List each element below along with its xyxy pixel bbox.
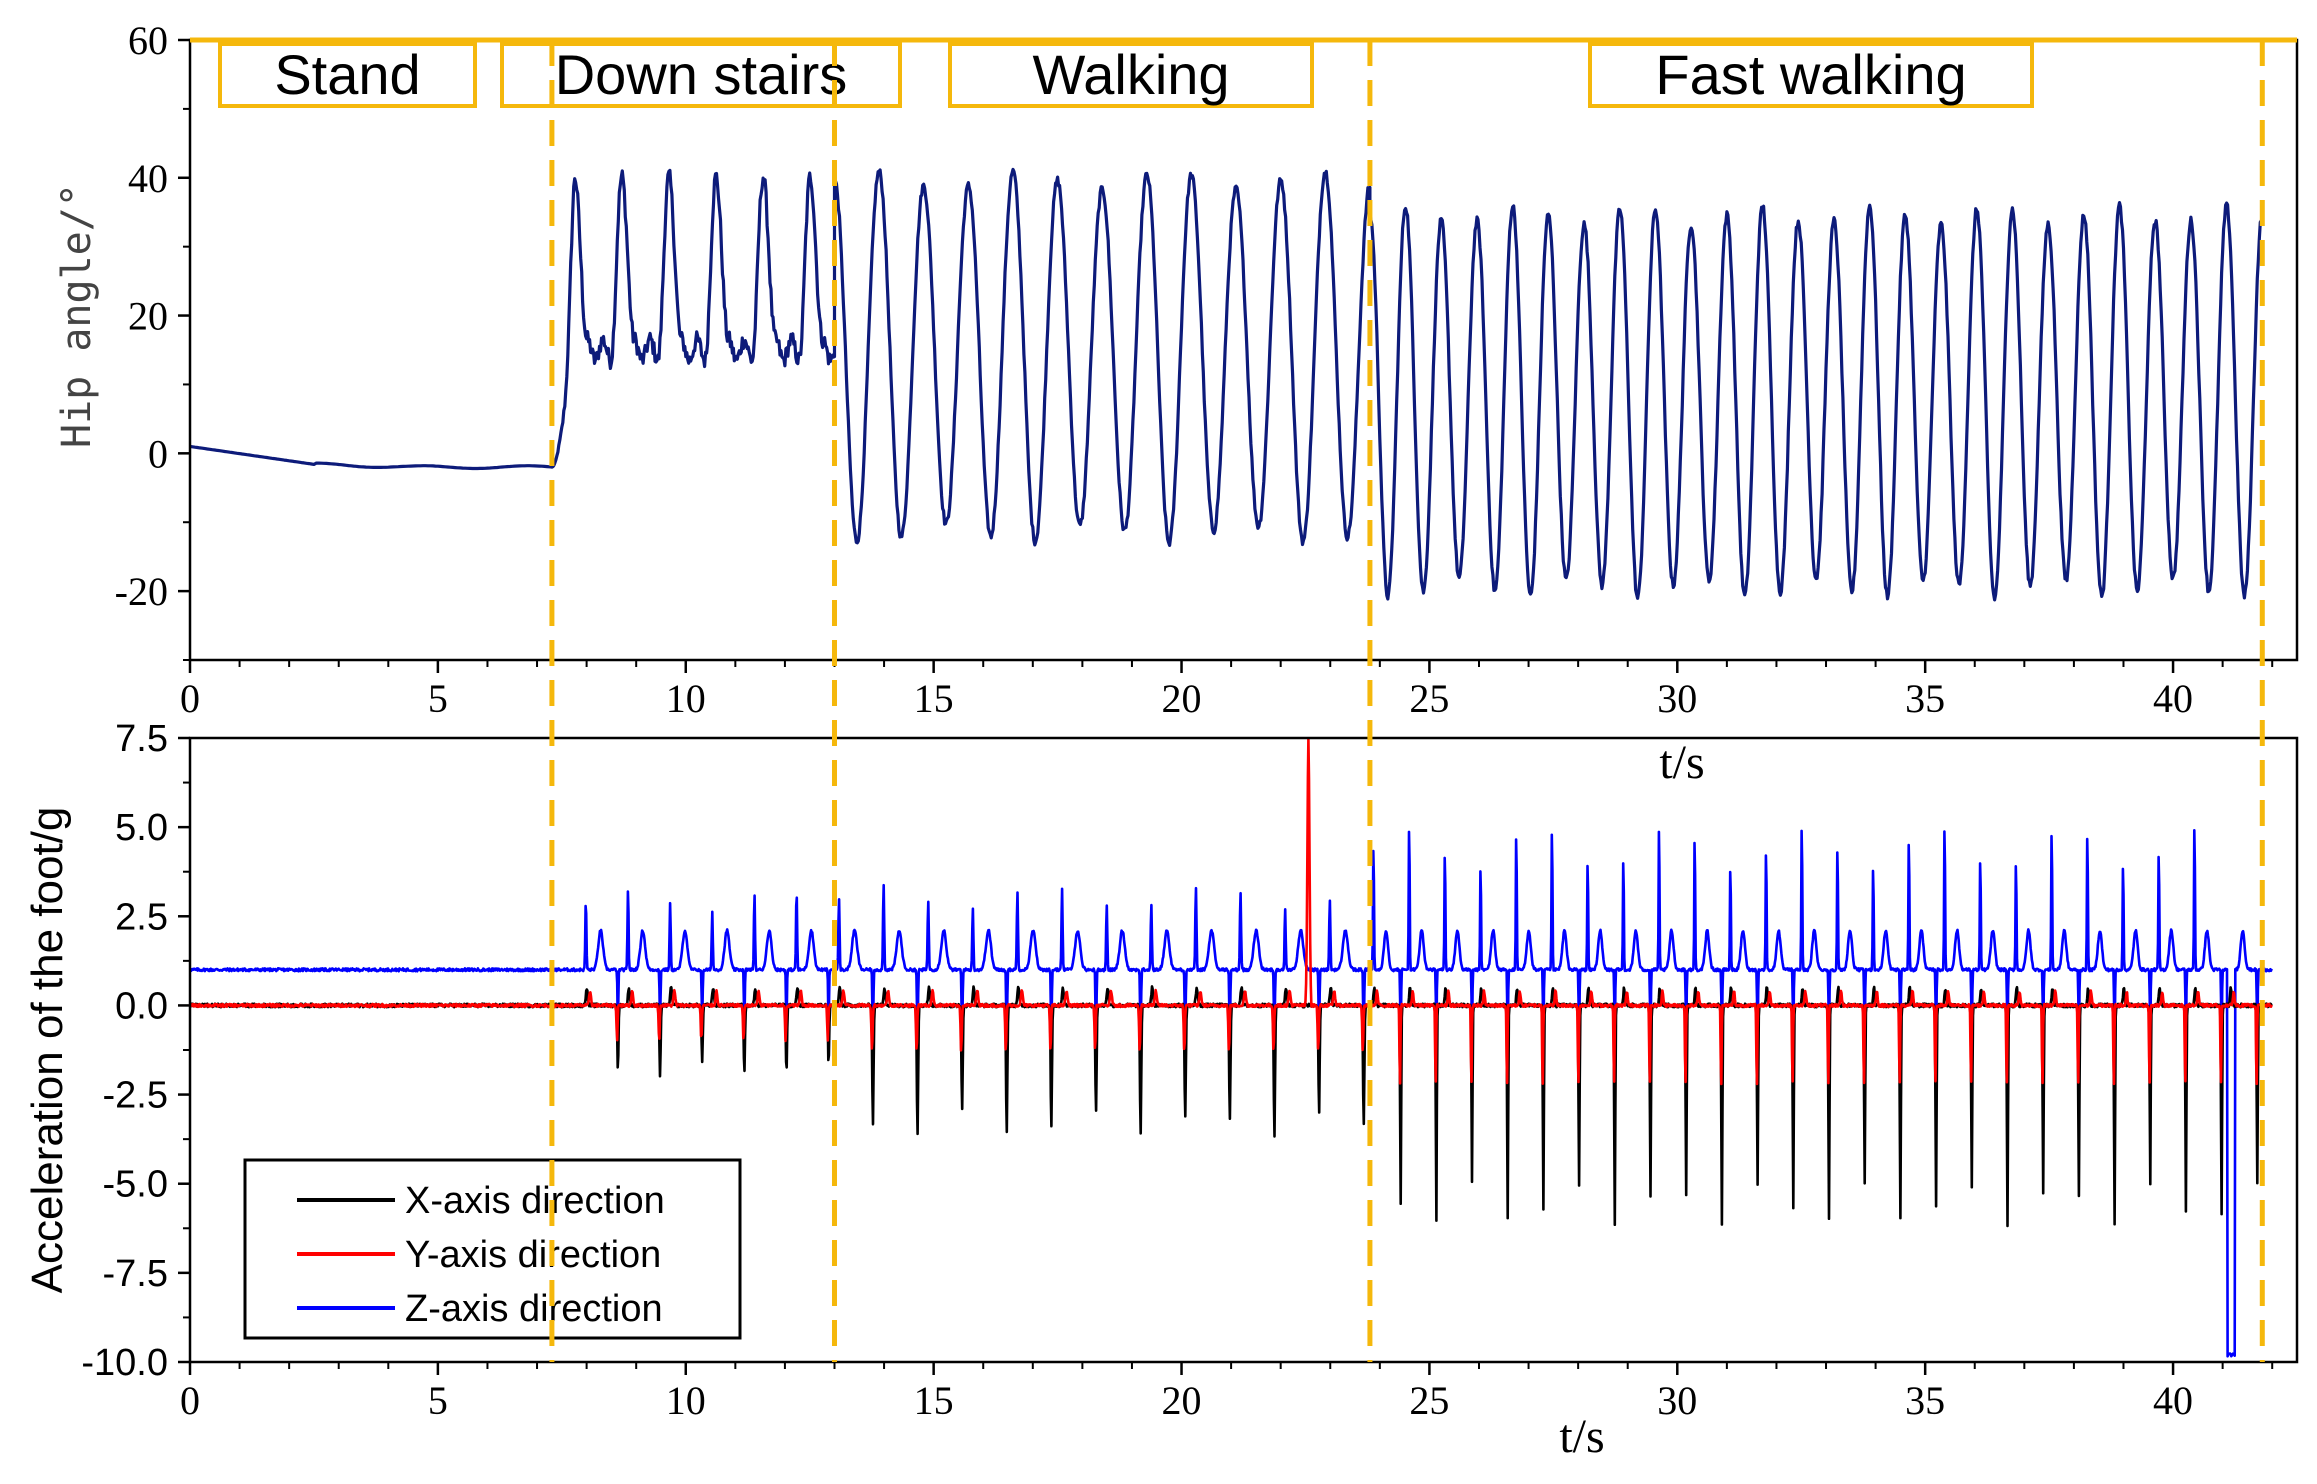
foot-y-tick-label: 5.0 [115,807,168,849]
foot-y-tick-label: 0.0 [115,985,168,1027]
foot-y-axis-label: Acceleration of the foot/g [23,807,72,1294]
hip-y-tick-label: 0 [148,431,168,476]
hip-x-tick-label: 0 [180,676,200,721]
foot-x-tick-label: 30 [1657,1378,1697,1423]
phase-label-down-stairs: Down stairs [555,43,848,106]
foot-y-tick-label: 2.5 [115,896,168,938]
hip-y-axis-label: Hip angle/° [54,183,100,448]
foot-y-tick-label: -5.0 [103,1164,168,1206]
foot-x-tick-label: 10 [666,1378,706,1423]
hip-angle-series-line [189,167,2263,602]
foot-x-ticks: 0 5 10 15 20 25 30 35 40 [180,1362,2274,1423]
hip-y-tick-label: 20 [128,294,168,339]
foot-y-tick-label: 7.5 [115,718,168,760]
hip-y-tick-label: 60 [128,18,168,63]
foot-x-axis-label: t/s [1559,1410,1604,1463]
phase-label-stand: Stand [274,43,420,106]
foot-y-tick-label: -2.5 [103,1075,168,1117]
foot-x-tick-label: 35 [1905,1378,1945,1423]
phase-label-boxes: Stand Down stairs Walking Fast walking [218,42,2034,108]
foot-y-tick-label: -10.0 [81,1342,168,1384]
foot-acceleration-panel: 7.5 5.0 2.5 0.0 -2.5 -5.0 -7.5 -10.0 0 5 10 15 20 25… [23,718,2299,1463]
hip-x-axis-label: t/s [1659,736,1704,789]
hip-x-tick-label: 10 [666,676,706,721]
hip-y-ticks: 60 40 20 0 -20 [115,18,190,661]
y-axis-series-line [188,737,2273,1086]
hip-angle-panel: 60 40 20 0 -20 0 5 10 15 20 25 30 35 40 Stand Down s… [54,18,2299,721]
hip-x-tick-label: 35 [1905,676,1945,721]
hip-x-tick-label: 20 [1162,676,1202,721]
foot-x-tick-label: 40 [2153,1378,2193,1423]
legend-label-y: Y-axis direction [405,1234,661,1276]
hip-x-tick-label: 30 [1657,676,1697,721]
z-axis-series-line [189,829,2273,1358]
phase-boundary-lines [190,37,2297,1362]
phase-box-walking [948,42,1314,108]
foot-y-tick-label: -7.5 [103,1253,168,1295]
hip-x-tick-label: 40 [2153,676,2193,721]
foot-x-tick-label: 5 [428,1378,448,1423]
hip-y-tick-label: -20 [115,569,168,614]
hip-x-ticks: 0 5 10 15 20 25 30 35 40 [180,660,2274,721]
hip-plot-frame [188,38,2299,662]
foot-x-tick-label: 25 [1409,1378,1449,1423]
phase-label-fast-walking: Fast walking [1655,43,1966,106]
phase-box-stand [218,42,477,108]
foot-plot-frame [188,736,2299,1364]
foot-x-tick-label: 0 [180,1378,200,1423]
phase-box-fast-walking [1588,42,2034,108]
hip-x-tick-label: 25 [1409,676,1449,721]
legend-label-x: X-axis direction [405,1180,665,1222]
foot-x-tick-label: 20 [1162,1378,1202,1423]
foot-y-ticks: 7.5 5.0 2.5 0.0 -2.5 -5.0 -7.5 -10.0 [81,718,190,1384]
legend: X-axis direction Y-axis direction Z-axis… [243,1158,742,1340]
hip-x-tick-label: 5 [428,676,448,721]
legend-label-z: Z-axis direction [405,1288,663,1330]
hip-x-tick-label: 15 [914,676,954,721]
phase-label-walking: Walking [1032,43,1229,106]
hip-y-tick-label: 40 [128,156,168,201]
foot-x-tick-label: 15 [914,1378,954,1423]
